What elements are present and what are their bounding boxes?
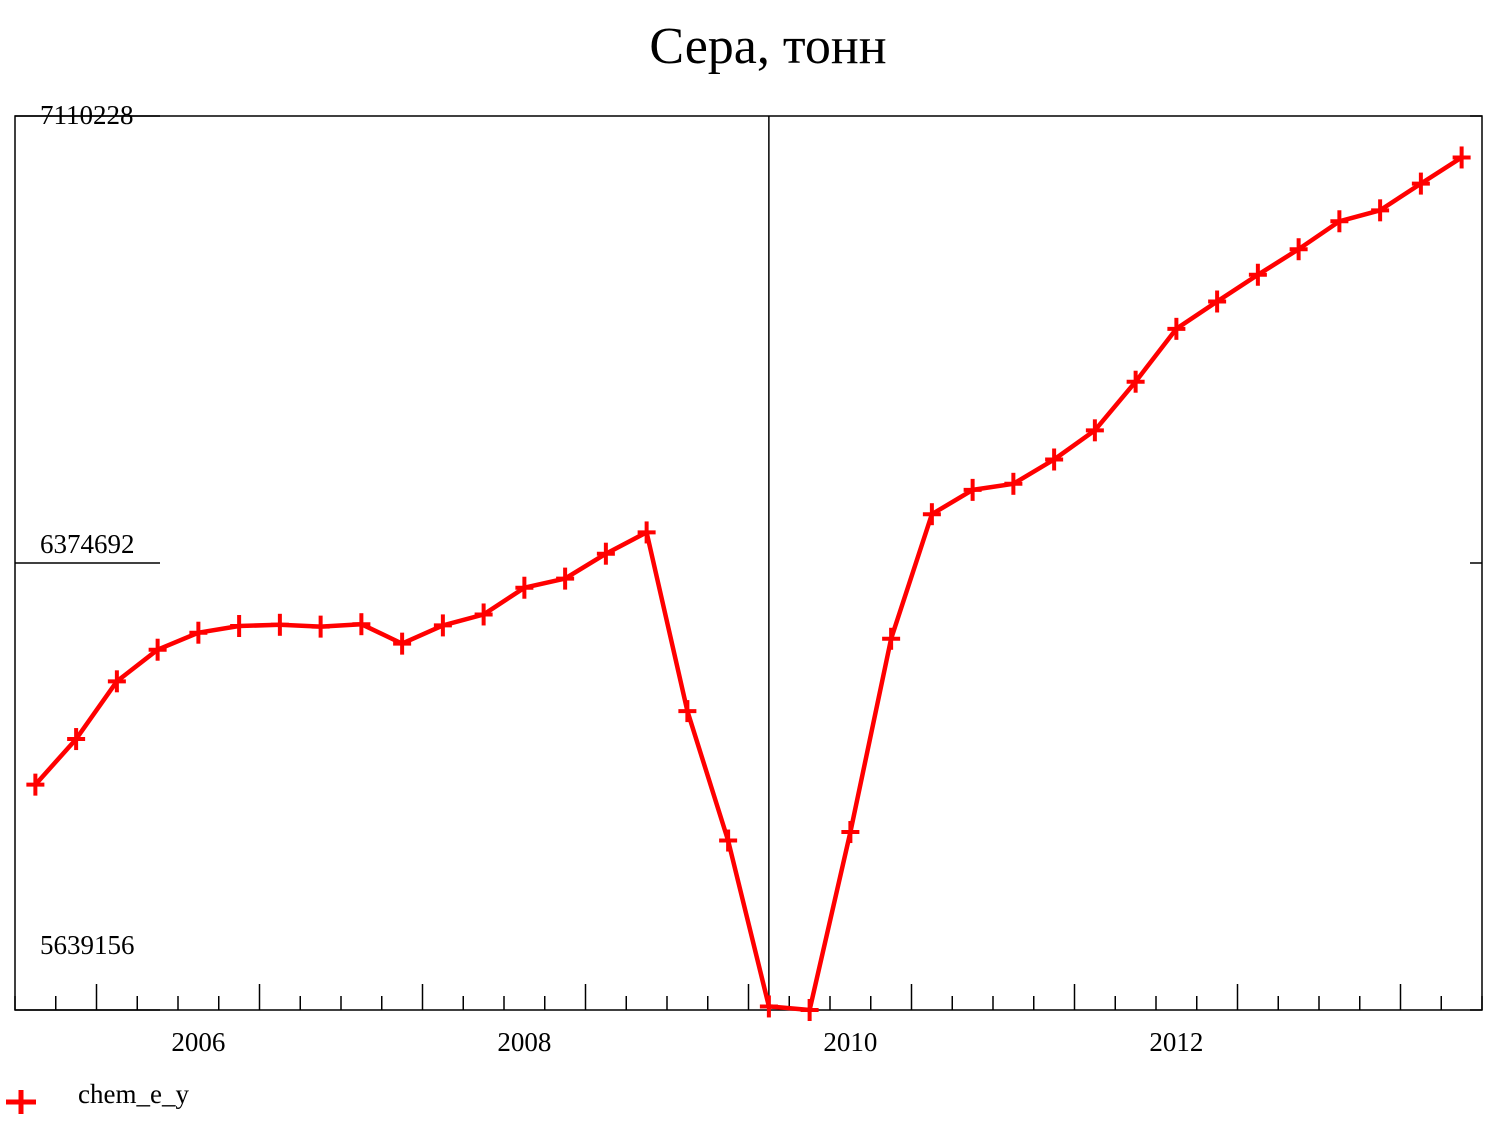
data-point xyxy=(1411,172,1430,195)
x-tick-label: 2006 xyxy=(171,1027,225,1057)
data-point xyxy=(759,995,778,1018)
data-point xyxy=(270,613,289,636)
data-point xyxy=(1045,448,1064,471)
legend: chem_e_y xyxy=(6,1079,189,1114)
data-point xyxy=(230,615,249,638)
x-tick-label: 2012 xyxy=(1149,1027,1203,1057)
data-point xyxy=(393,632,412,655)
plot-frame xyxy=(14,115,1483,1011)
x-axis: 2006 2008 2010 2012 xyxy=(14,984,1483,1057)
data-point xyxy=(433,614,452,637)
data-point xyxy=(922,503,941,526)
data-point xyxy=(107,670,126,693)
data-point xyxy=(882,627,901,650)
legend-label: chem_e_y xyxy=(78,1079,189,1109)
y-axis: 7110228 6374692 5639156 xyxy=(15,100,1482,1011)
data-point xyxy=(800,999,819,1021)
data-point xyxy=(1289,238,1308,261)
data-point xyxy=(1167,317,1186,340)
y-tick-label: 5639156 xyxy=(40,930,135,960)
data-point xyxy=(1330,210,1349,233)
legend-marker xyxy=(6,1090,36,1114)
data-point xyxy=(474,603,493,626)
data-point xyxy=(189,621,208,644)
x-tick-label: 2010 xyxy=(823,1027,877,1057)
data-point xyxy=(719,829,738,852)
data-point xyxy=(556,567,575,590)
data-point xyxy=(1371,199,1390,222)
data-point xyxy=(1248,263,1267,286)
data-point xyxy=(67,728,86,751)
series-chem-e-y xyxy=(26,146,1471,1021)
data-point xyxy=(26,773,45,796)
data-point xyxy=(637,521,656,544)
y-tick-label: 7110228 xyxy=(40,100,134,130)
data-point xyxy=(963,478,982,501)
x-tick-label: 2008 xyxy=(497,1027,551,1057)
data-point xyxy=(1085,419,1104,442)
data-point xyxy=(515,576,534,599)
y-tick-label: 6374692 xyxy=(40,529,135,559)
data-point xyxy=(596,542,615,565)
series-line xyxy=(33,155,1463,1013)
data-point xyxy=(1452,146,1471,169)
data-point xyxy=(1208,290,1227,313)
data-point xyxy=(1126,370,1145,393)
data-point xyxy=(841,821,860,844)
chart-title: Сера, тонн xyxy=(649,18,886,75)
data-point xyxy=(352,613,371,636)
data-point xyxy=(1004,472,1023,495)
data-point xyxy=(678,700,697,723)
data-point xyxy=(311,615,330,638)
data-point xyxy=(148,638,167,661)
